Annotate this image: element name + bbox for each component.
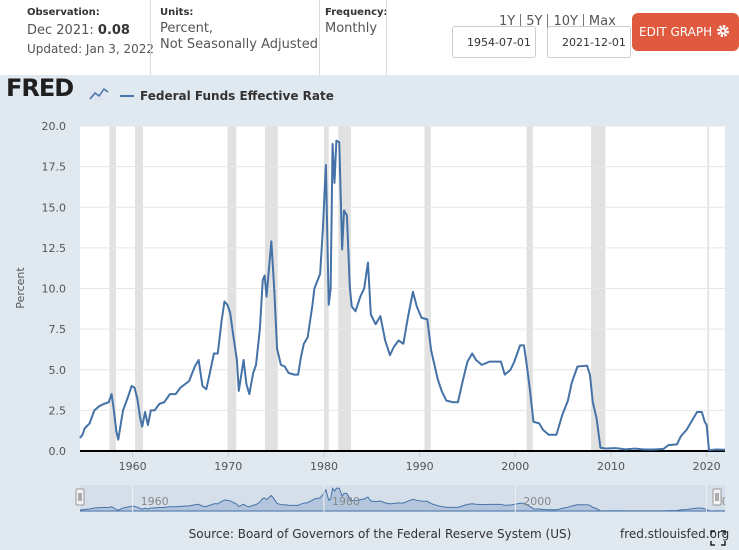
series-line: [79, 139, 726, 452]
x-tick-label: 1970: [214, 460, 242, 473]
y-tick-label: 0.0: [49, 445, 67, 458]
x-tick-label: 2020: [693, 460, 721, 473]
fullscreen-icon[interactable]: [710, 530, 726, 546]
updated: Updated: Jan 3, 2022: [27, 42, 155, 56]
observation: Dec 2021: 0.08: [27, 23, 130, 38]
x-tick-label: 2000: [501, 460, 529, 473]
frequency: Monthly: [325, 21, 378, 36]
handle-body: [75, 488, 85, 506]
handle-body: [712, 488, 722, 506]
observation-label: Observation:: [27, 7, 100, 18]
chart: FRED Federal Funds Effective Rate Percen…: [6, 75, 729, 546]
frequency-label: Frequency:: [325, 7, 388, 18]
header: Observation: Dec 2021: 0.08 Updated: Jan…: [0, 0, 739, 75]
button-label: EDIT GRAPH: [639, 25, 713, 39]
units: Not Seasonally Adjusted: [160, 37, 318, 52]
observation-value: 0.08: [97, 23, 130, 38]
range-option[interactable]: 1Y: [499, 14, 516, 29]
y-tick-label: 5.0: [49, 364, 67, 377]
range-option[interactable]: 5Y: [520, 14, 547, 29]
x-tick-label: 1990: [406, 460, 434, 473]
legend-label: Federal Funds Effective Rate: [140, 89, 334, 103]
y-axis-label: Percent: [14, 267, 27, 309]
logo-icon: [89, 87, 109, 101]
units: Percent,: [160, 21, 214, 36]
logo: FRED: [6, 75, 73, 102]
y-tick-label: 7.5: [49, 323, 67, 336]
range-option[interactable]: Max: [582, 14, 621, 29]
end-date-input[interactable]: 2021-12-01: [547, 26, 631, 58]
divider: [319, 0, 320, 75]
navigator-tick-label: 2000: [523, 495, 551, 508]
y-tick-label: 12.5: [42, 242, 67, 255]
navigator-handle[interactable]: [75, 488, 85, 506]
edit-graph-button[interactable]: EDIT GRAPH: [632, 13, 739, 51]
divider: [386, 0, 387, 75]
range-selector: 1Y 5Y 10Y Max: [494, 10, 621, 29]
source: Source: Board of Governors of the Federa…: [189, 527, 572, 541]
x-tick-label: 1980: [310, 460, 338, 473]
y-tick-label: 20.0: [42, 120, 67, 133]
units-label: Units:: [160, 7, 194, 18]
observation-date: Dec 2021:: [27, 23, 94, 38]
x-tick-label: 1960: [119, 460, 147, 473]
divider: [150, 0, 151, 75]
y-tick-label: 2.5: [49, 404, 67, 417]
y-tick-label: 17.5: [42, 161, 67, 174]
navigator-tick-label: 1980: [332, 495, 360, 508]
site-link[interactable]: fred.stlouisfed.org: [620, 527, 729, 541]
navigator-area: [80, 487, 725, 512]
start-date-input[interactable]: 1954-07-01: [452, 26, 536, 58]
y-tick-label: 10.0: [42, 283, 67, 296]
navigator-handle[interactable]: [712, 488, 722, 506]
y-tick-label: 15.0: [42, 201, 67, 214]
gear-icon: [716, 25, 729, 37]
navigator-tick-label: 1960: [141, 495, 169, 508]
x-tick-label: 2010: [597, 460, 625, 473]
range-option[interactable]: 10Y: [547, 14, 582, 29]
